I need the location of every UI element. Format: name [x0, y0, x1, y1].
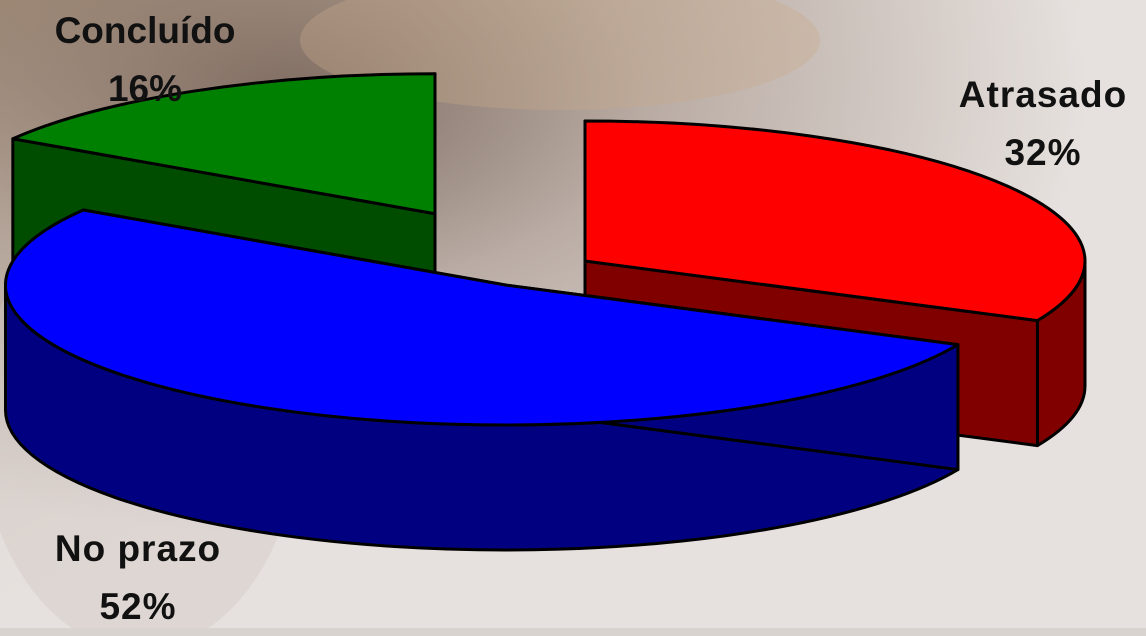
slice-label-atrasado: Atrasado 32% [940, 66, 1146, 182]
pie-slice-top [583, 119, 1087, 323]
pie-slice-top [11, 72, 437, 216]
pie-slice-2 [4, 208, 960, 552]
slice-name: Atrasado [958, 74, 1128, 115]
slice-percent: 32% [1004, 132, 1082, 173]
slice-name: No prazo [54, 528, 222, 569]
slice-label-no-prazo: No prazo 52% [28, 520, 248, 636]
slice-name: Concluído [54, 10, 236, 51]
slice-percent: 16% [107, 68, 183, 109]
slice-percent: 52% [99, 586, 177, 627]
slice-label-concluido: Concluído 16% [30, 2, 260, 118]
pie-slice-top [4, 208, 960, 427]
